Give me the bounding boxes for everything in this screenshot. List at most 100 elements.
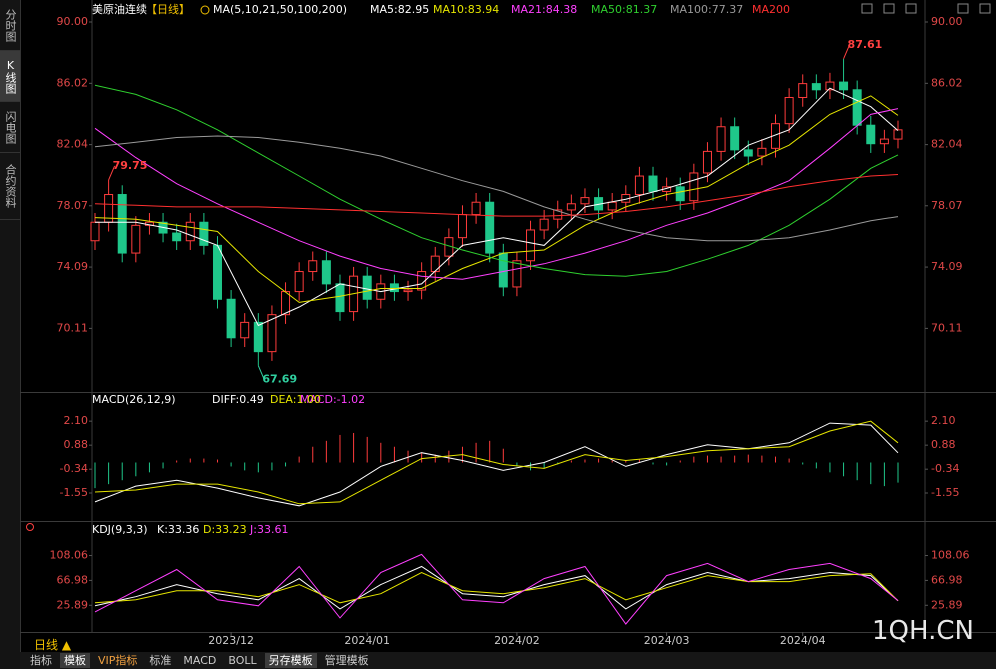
candle-body (893, 129, 903, 140)
toolbar-item[interactable]: 标准 (149, 654, 172, 667)
candle-body (90, 221, 100, 242)
candle-body (648, 175, 658, 192)
y-tick-label: 70.11 (931, 321, 963, 334)
candle-body (566, 203, 576, 211)
toolbar-item[interactable]: 另存模板 (264, 653, 317, 668)
candle-body (689, 172, 699, 202)
settings-icon[interactable] (26, 523, 34, 531)
x-tick-label: 2023/12 (208, 634, 254, 647)
candle-body (811, 83, 821, 91)
toolbar-item[interactable]: 指标 (30, 654, 52, 667)
candle-body (634, 175, 644, 196)
toolbar-item[interactable]: 管理模板 (324, 654, 369, 667)
indicator-line (94, 108, 899, 280)
candle-body (512, 260, 522, 288)
toolbar-item[interactable]: MACD (183, 654, 217, 667)
y-tick-label: 74.09 (57, 260, 89, 273)
candle-body (825, 81, 835, 91)
candle-body (852, 89, 862, 126)
candle-body (294, 271, 304, 293)
legend-entry: MA10:83.94 (433, 3, 499, 16)
candle-body (267, 314, 277, 353)
candle-body (471, 201, 481, 216)
legend-entry: MA100:77.37 (670, 3, 743, 16)
candle-body (784, 96, 794, 125)
indicator-line (94, 174, 899, 217)
y-tick-label: 66.98 (931, 573, 963, 586)
candle-body (199, 221, 209, 246)
indicator-label: MA(5,10,21,50,100,200) (213, 3, 347, 16)
candle-body (879, 138, 889, 145)
y-tick-label: 86.02 (931, 76, 963, 89)
x-tick-label: 2024/01 (344, 634, 390, 647)
candle-body (281, 291, 291, 316)
period-button[interactable]: 日线 ▲ (34, 638, 72, 652)
indicator-line (94, 571, 899, 604)
x-tick-label: 2024/04 (780, 634, 826, 647)
legend-entry: D:33.23 (203, 523, 247, 536)
legend-entry: MA21:84.38 (511, 3, 577, 16)
chart-title: 美原油连续 (92, 2, 147, 16)
indicator-line (94, 422, 899, 507)
candle-body (743, 149, 753, 157)
legend-entry: MACD:-1.02 (300, 393, 365, 406)
toolbar-item[interactable]: VIP指标 (98, 654, 138, 667)
window-icons[interactable] (861, 3, 991, 14)
y-tick-label: 108.06 (50, 549, 89, 562)
tab[interactable]: K线图 (0, 51, 20, 102)
tab[interactable]: 分时图 (0, 0, 20, 51)
candle-body (839, 81, 849, 91)
indicator-line (94, 420, 899, 505)
toolbar-item[interactable]: 模板 (60, 653, 90, 668)
annotation-leader (108, 165, 116, 181)
candle-body (253, 321, 263, 353)
annotation: 79.75 (113, 159, 148, 172)
y-tick-label: 0.88 (931, 438, 956, 451)
indicator-line (94, 565, 899, 610)
y-tick-label: -1.55 (931, 486, 959, 499)
candle-body (457, 214, 467, 239)
candle-body (308, 260, 318, 273)
y-tick-label: -1.55 (60, 486, 88, 499)
y-tick-label: 25.89 (931, 598, 963, 611)
indicator-label: KDJ(9,3,3) (92, 523, 148, 536)
legend-entry: MA5:82.95 (370, 3, 429, 16)
candle-body (526, 229, 536, 262)
y-tick-label: 0.88 (64, 438, 89, 451)
indicator-line (94, 84, 899, 277)
add-icon[interactable] (200, 5, 210, 15)
legend-entry: J:33.61 (249, 523, 288, 536)
candle-body (362, 275, 372, 300)
sidebar: 分时图 K线图 闪电图 合约资料 (0, 0, 21, 669)
y-tick-label: 74.09 (931, 260, 963, 273)
toolbar: 指标 模板 VIP指标 标准 MACD BOLL 另存模板 管理模板 (20, 652, 996, 669)
annotation: 67.69 (262, 373, 297, 386)
indicator-line (95, 87, 899, 327)
candle-body (485, 201, 495, 254)
legend-entry: MA200 (752, 3, 790, 16)
candle-body (403, 289, 413, 293)
candle-body (730, 126, 740, 151)
tab[interactable]: 合约资料 (0, 153, 20, 220)
tab[interactable]: 闪电图 (0, 102, 20, 153)
candle-body (716, 126, 726, 152)
candle-body (117, 194, 127, 254)
y-tick-label: 90.00 (931, 15, 963, 28)
indicator-line (94, 95, 899, 303)
y-tick-label: 90.00 (57, 15, 89, 28)
legend-entry: DEA:1.00 (270, 393, 321, 406)
toolbar-item[interactable]: BOLL (228, 654, 257, 667)
candle-body (185, 221, 195, 242)
candle-body (131, 224, 141, 254)
y-tick-label: 66.98 (57, 573, 89, 586)
candle-body (553, 209, 563, 220)
x-tick-label: 2024/03 (644, 634, 690, 647)
y-tick-label: 25.89 (57, 598, 89, 611)
y-tick-label: -0.34 (60, 462, 88, 475)
candle-body (798, 83, 808, 98)
legend-entry: K:33.36 (157, 523, 199, 536)
candle-body (702, 150, 712, 174)
candle-body (675, 186, 685, 202)
